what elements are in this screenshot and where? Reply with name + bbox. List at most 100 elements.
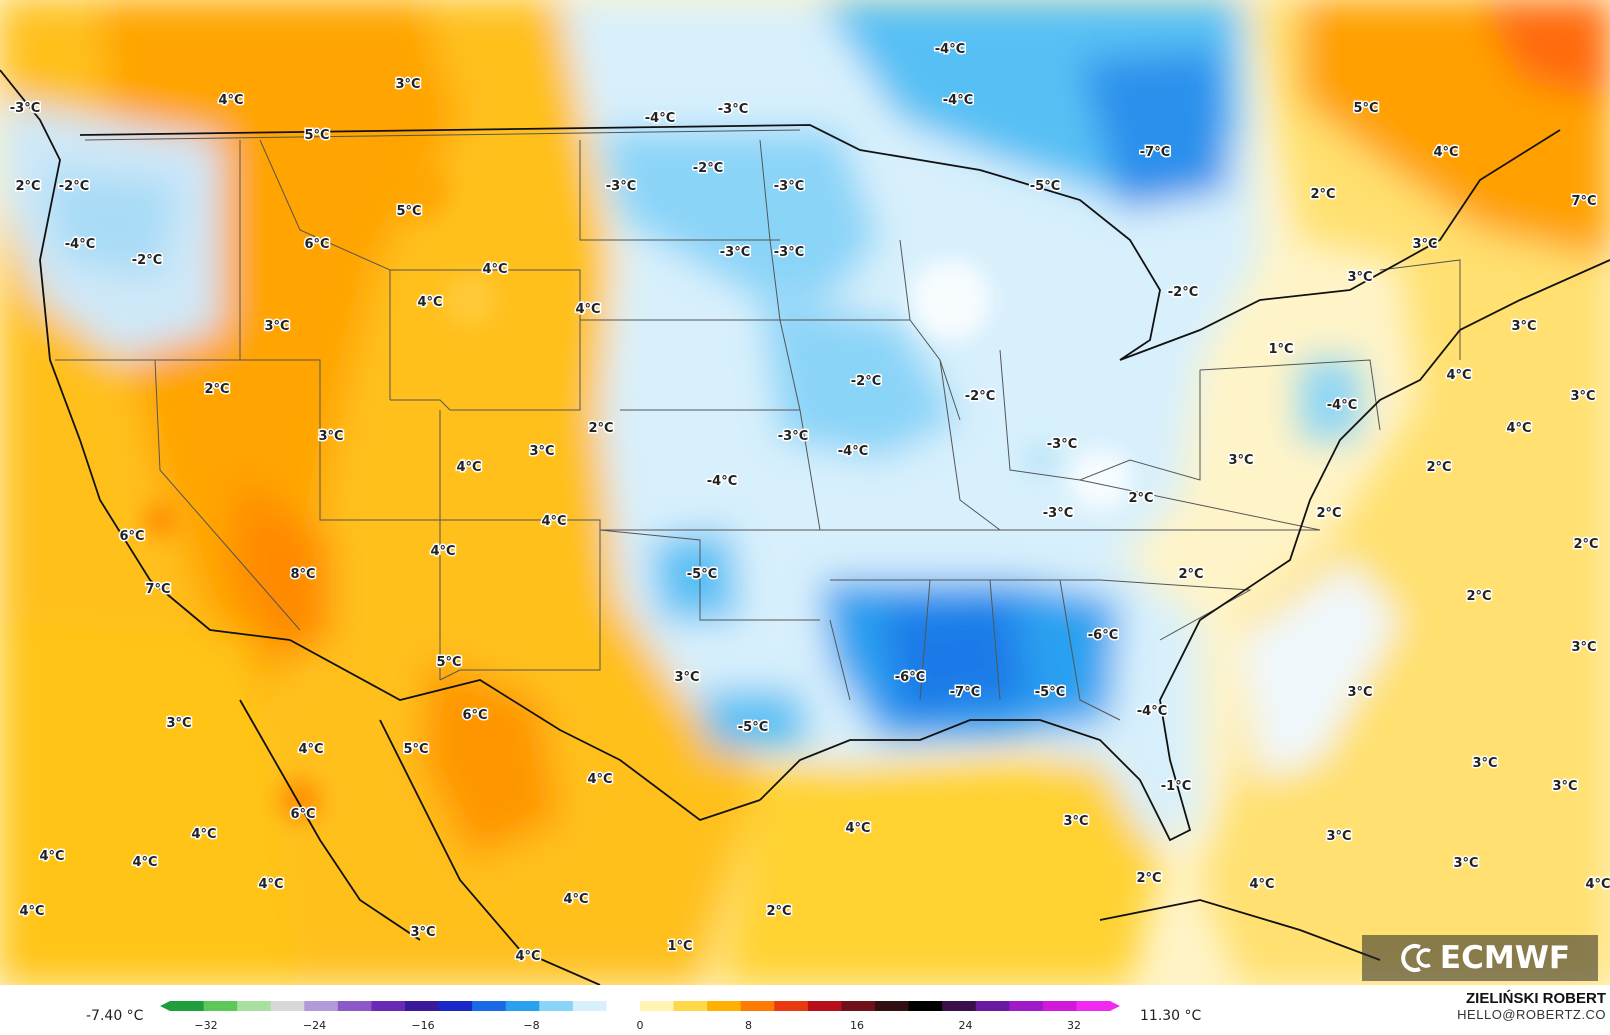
temperature-label: 2°C [588, 421, 613, 436]
temperature-label: -4°C [65, 237, 95, 252]
temperature-label: -3°C [774, 179, 804, 194]
temperature-label: 7°C [1571, 194, 1596, 209]
colorbar-tick-label: 0 [636, 1019, 644, 1032]
ecmwf-logo-text: ECMWF [1439, 940, 1571, 976]
colorbar-segment [237, 1001, 272, 1011]
temperature-label: 5°C [304, 128, 329, 143]
temperature-label: 4°C [1433, 145, 1458, 160]
temperature-label: 5°C [436, 655, 461, 670]
temperature-label: 3°C [1347, 270, 1372, 285]
temperature-label: 3°C [1326, 829, 1351, 844]
temperature-label: 3°C [318, 429, 343, 444]
temperature-label: 3°C [1412, 237, 1437, 252]
temperature-label: 4°C [430, 544, 455, 559]
temperature-label: 8°C [290, 567, 315, 582]
author-credit: ZIELIŃSKI ROBERT HELLO@ROBERTZ.CO [1457, 990, 1606, 1022]
temperature-label: 2°C [15, 179, 40, 194]
colorbar-tick-label: 32 [1067, 1019, 1081, 1032]
colorbar-tick-label: 24 [958, 1019, 973, 1032]
temperature-label: -3°C [1043, 506, 1073, 521]
temperature-label: 4°C [845, 821, 870, 836]
colorbar-segment [505, 1001, 540, 1011]
temperature-label: 3°C [166, 716, 191, 731]
temperature-label: 6°C [119, 529, 144, 544]
temperature-label: 4°C [482, 262, 507, 277]
temperature-label: -7°C [1140, 145, 1170, 160]
colorbar-segment [640, 1001, 675, 1011]
temperature-label: 4°C [563, 892, 588, 907]
colorbar-segment [1042, 1001, 1077, 1011]
temperature-label: 3°C [1347, 685, 1372, 700]
temperature-labels: 3°C 4°C -3°C -4°C -4°C -4°C -3°C 5°C -7°C 5°C 4°C 2… [8, 41, 1610, 966]
temperature-label: 1°C [1268, 342, 1293, 357]
temperature-label: -2°C [132, 253, 162, 268]
colorbar-segment [472, 1001, 507, 1011]
temperature-label: -3°C [778, 429, 808, 444]
temperature-label: 6°C [462, 708, 487, 723]
colorbar-segment [807, 1001, 842, 1011]
temperature-label: 3°C [395, 77, 420, 92]
temperature-label: -5°C [1030, 179, 1060, 194]
temperature-label: 4°C [417, 295, 442, 310]
state-borders [55, 129, 1461, 721]
temperature-label: -1°C [1161, 779, 1191, 794]
colorbar-segment [875, 1001, 910, 1011]
temperature-label: 3°C [410, 925, 435, 940]
temperature-label: 6°C [304, 237, 329, 252]
author-email: HELLO@ROBERTZ.CO [1457, 1007, 1606, 1022]
colorbar-min-arrow [160, 1001, 170, 1011]
temperature-label: -3°C [606, 179, 636, 194]
temperature-label: 5°C [403, 742, 428, 757]
temperature-label: 2°C [1136, 871, 1161, 886]
colorbar-segment [673, 1001, 708, 1011]
temperature-anomaly-map: 3°C 4°C -3°C -4°C -4°C -4°C -3°C 5°C -7°C 5°C 4°C 2… [0, 0, 1610, 985]
max-value-label: 11.30 °C [1140, 1008, 1202, 1024]
temperature-label: 4°C [39, 849, 64, 864]
colorbar-tick-label: 16 [850, 1019, 864, 1032]
colorbar-tick-label: 8 [745, 1019, 752, 1032]
colorbar-segment [539, 1001, 574, 1011]
temperature-label: -4°C [838, 444, 868, 459]
temperature-label: 4°C [1585, 877, 1610, 892]
temperature-label: -2°C [693, 161, 723, 176]
temperature-label: 1°C [667, 939, 692, 954]
temperature-label: 3°C [529, 444, 554, 459]
temperature-label: 3°C [1453, 856, 1478, 871]
colorbar-tick-label: −16 [411, 1019, 435, 1032]
colorbar-segment [1076, 1001, 1111, 1011]
temperature-label: -3°C [718, 102, 748, 117]
temperature-label: 2°C [204, 382, 229, 397]
colorbar-segment [337, 1001, 372, 1011]
temperature-label: 4°C [191, 827, 216, 842]
colorbar-segment [975, 1001, 1010, 1011]
temperature-label: 6°C [290, 807, 315, 822]
temperature-label: 4°C [298, 742, 323, 757]
temperature-label: -6°C [1088, 628, 1118, 643]
temperature-label: 4°C [515, 949, 540, 964]
colorbar-segment [740, 1001, 775, 1011]
temperature-label: 2°C [1466, 589, 1491, 604]
temperature-label: -4°C [1327, 398, 1357, 413]
temperature-label: 4°C [218, 93, 243, 108]
temperature-label: 5°C [1353, 101, 1378, 116]
temperature-label: 4°C [1506, 421, 1531, 436]
temperature-label: 3°C [674, 670, 699, 685]
colorbar-segment [304, 1001, 339, 1011]
country-borders [0, 69, 1610, 985]
temperature-label: 4°C [1249, 877, 1274, 892]
temperature-label: -4°C [645, 111, 675, 126]
temperature-label: 2°C [1426, 460, 1451, 475]
temperature-label: 3°C [1511, 319, 1536, 334]
temperature-label: 4°C [132, 855, 157, 870]
temperature-label: 4°C [258, 877, 283, 892]
colorbar-segment [908, 1001, 943, 1011]
temperature-label: 3°C [1228, 453, 1253, 468]
temperature-label: -3°C [10, 101, 40, 116]
temperature-label: -3°C [774, 245, 804, 260]
colorbar-tick-label: −32 [194, 1019, 218, 1032]
temperature-label: 2°C [1128, 491, 1153, 506]
temperature-label: -4°C [935, 42, 965, 57]
colorbar-tick-label: −8 [523, 1019, 540, 1032]
temperature-label: -2°C [965, 389, 995, 404]
colorbar-segment [270, 1001, 305, 1011]
